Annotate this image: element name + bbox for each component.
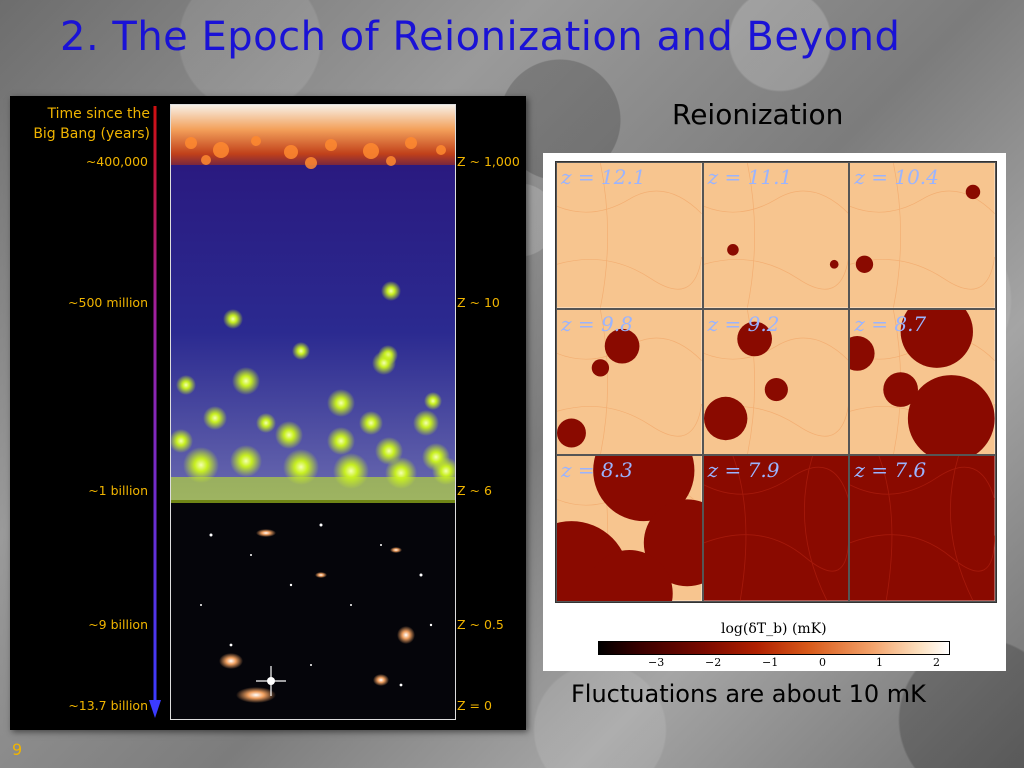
colorbar-tick-label: −1 <box>762 656 779 669</box>
redshift-panel-label: z = 9.8 <box>561 311 633 336</box>
timeline-header: Time since the Big Bang (years) <box>33 104 150 144</box>
colorbar <box>598 641 950 655</box>
timeline-header-line2: Big Bang (years) <box>33 126 150 142</box>
fluctuation-caption: Fluctuations are about 10 mK <box>571 680 926 708</box>
slide-title: 2. The Epoch of Reionization and Beyond <box>60 14 901 60</box>
colorbar-tick-label: −2 <box>705 656 722 669</box>
universe-history-image <box>170 104 456 720</box>
colorbar-tick-label: 0 <box>819 656 826 669</box>
redshift-panel-label: z = 8.3 <box>561 458 633 483</box>
simulation-panel: z = 11.1 <box>702 162 850 309</box>
colorbar-tick-label: 1 <box>876 656 883 669</box>
redshift-panel-label: z = 7.9 <box>707 458 780 483</box>
simulation-panel: z = 8.7 <box>849 308 996 456</box>
time-label-400000: ~400,000 <box>85 154 148 169</box>
colorbar-label: log(δT_b) (mK) <box>721 621 827 637</box>
simulation-panel: z = 10.4 <box>849 162 996 309</box>
redshift-label-0: Z = 0 <box>457 698 492 713</box>
colorbar-tick-label: −3 <box>648 656 665 669</box>
time-label-13-7-billion: ~13.7 billion <box>68 698 148 713</box>
redshift-panel-label: z = 12.1 <box>561 165 646 189</box>
simulation-panel-grid: z = 12.1 z = 11.1 z = 10.4 z = 9.8 z = 9.2 z … <box>555 161 997 603</box>
redshift-panel-label: z = 9.2 <box>707 311 780 336</box>
time-label-9-billion: ~9 billion <box>88 617 148 632</box>
time-arrow-icon <box>149 106 161 718</box>
redshift-label-6: Z ~ 6 <box>457 483 492 498</box>
simulation-panel: z = 12.1 <box>556 162 703 309</box>
redshift-label-1000: Z ~ 1,000 <box>457 154 520 169</box>
simulation-panel: z = 9.2 <box>702 308 850 456</box>
simulation-panel: z = 7.6 <box>849 455 996 602</box>
redshift-panel-label: z = 11.1 <box>707 165 793 189</box>
simulation-panel: z = 7.9 <box>702 455 850 602</box>
reionization-heading: Reionization <box>672 98 844 131</box>
simulation-panel: z = 9.8 <box>556 308 703 456</box>
colorbar-tick-label: 2 <box>933 656 940 669</box>
time-label-500-million: ~500 million <box>68 295 148 310</box>
simulation-panel: z = 8.3 <box>556 455 703 602</box>
redshift-panel-label: z = 8.7 <box>854 311 927 336</box>
page-number: 9 <box>12 740 23 759</box>
redshift-label-0-5: Z ~ 0.5 <box>457 617 504 632</box>
reionization-simulation-figure: z = 12.1 z = 11.1 z = 10.4 z = 9.8 z = 9.2 z … <box>543 153 1006 671</box>
timeline-header-line1: Time since the <box>47 106 150 122</box>
cosmic-timeline-panel: Time since the Big Bang (years) ~400,000… <box>10 96 526 730</box>
time-label-1-billion: ~1 billion <box>88 483 148 498</box>
redshift-label-10: Z ~ 10 <box>457 295 500 310</box>
redshift-panel-label: z = 7.6 <box>854 458 927 483</box>
redshift-panel-label: z = 10.4 <box>854 165 939 189</box>
